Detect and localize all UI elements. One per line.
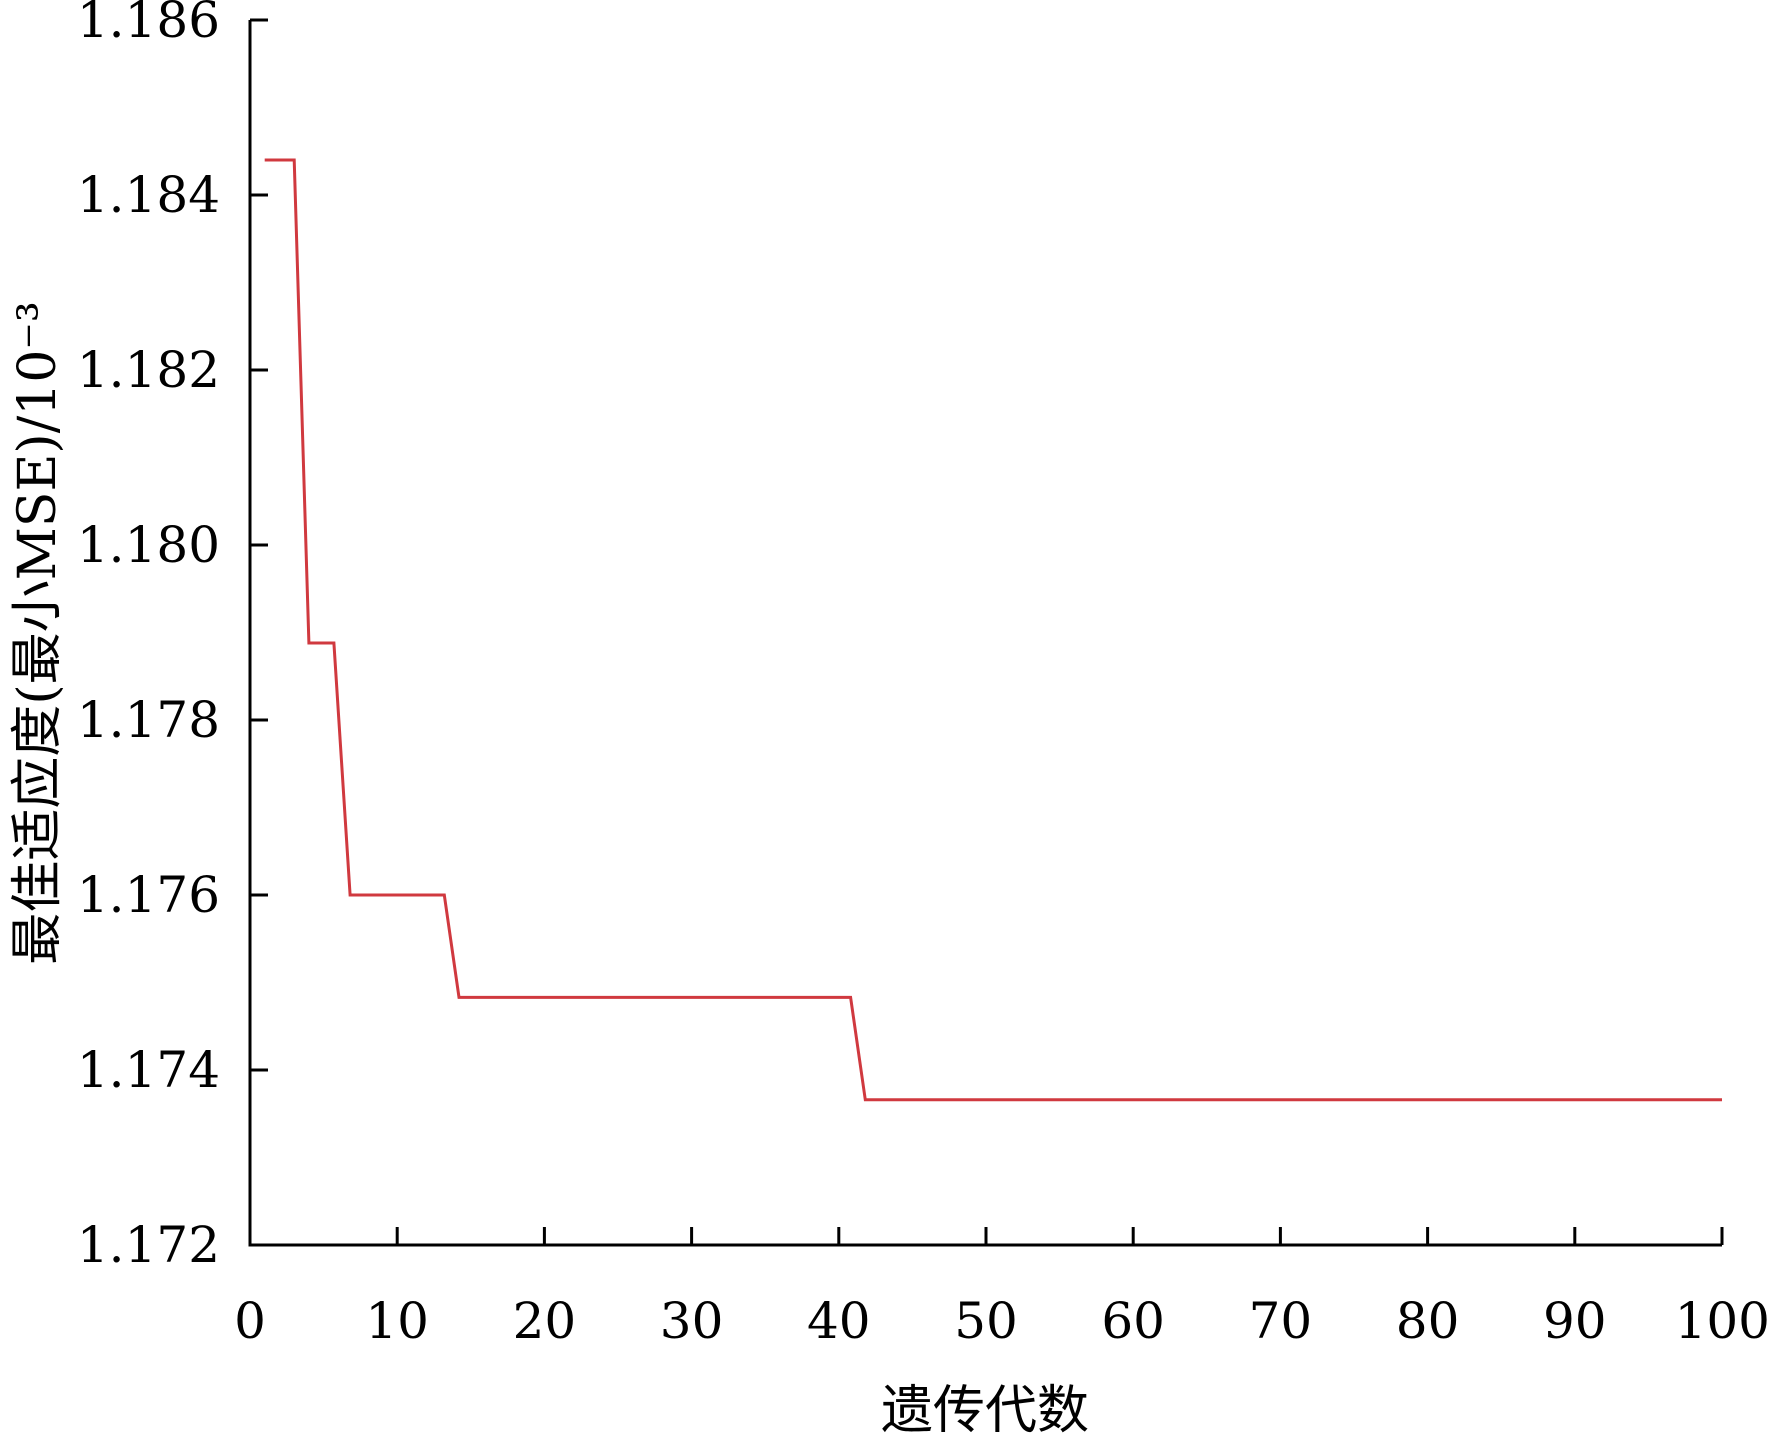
y-tick-label: 1.186: [77, 0, 220, 49]
plot-area: 1.172 1.174 1.176 1.178 1.180 1.182 1.184 1.186…: [77, 0, 1770, 1350]
x-tick-label: 60: [1101, 1292, 1165, 1350]
x-tick-label: 30: [660, 1292, 724, 1350]
y-tick-label: 1.172: [77, 1216, 220, 1274]
x-tick-label: 80: [1396, 1292, 1460, 1350]
y-axis-title: 最佳适应度(最小MSE)/10⁻³: [8, 301, 68, 964]
x-tick-label: 10: [365, 1292, 429, 1350]
x-tick-label: 20: [513, 1292, 577, 1350]
x-ticks: 0 10 20 30 40 50 60 70 80 90 100: [234, 1227, 1770, 1350]
y-tick-label: 1.176: [77, 866, 220, 924]
y-tick-label: 1.184: [77, 166, 220, 224]
y-tick-label: 1.180: [77, 516, 220, 574]
x-tick-label: 100: [1675, 1292, 1770, 1350]
x-tick-label: 90: [1543, 1292, 1607, 1350]
y-tick-label: 1.182: [77, 341, 220, 399]
x-tick-label: 40: [807, 1292, 871, 1350]
y-ticks: 1.172 1.174 1.176 1.178 1.180 1.182 1.184 1.186: [77, 0, 268, 1274]
series-line: [264, 158, 1722, 1102]
x-tick-label: 50: [954, 1292, 1018, 1350]
y-tick-label: 1.178: [77, 691, 220, 749]
y-tick-label: 1.174: [77, 1041, 220, 1099]
x-tick-label: 0: [234, 1292, 266, 1350]
x-tick-label: 70: [1249, 1292, 1313, 1350]
x-axis-title: 遗传代数: [881, 1381, 1089, 1440]
